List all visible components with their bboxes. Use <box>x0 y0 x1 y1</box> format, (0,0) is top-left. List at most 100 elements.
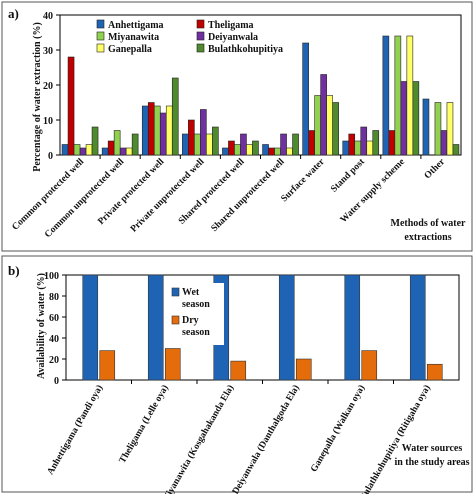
bar <box>125 147 133 156</box>
bar <box>440 130 448 156</box>
bar <box>91 126 99 156</box>
bar <box>278 274 295 381</box>
y-tick-label: 0 <box>48 151 53 162</box>
bar <box>422 98 430 156</box>
legend-label: Anhettigama <box>108 20 164 31</box>
bar <box>302 42 309 156</box>
panel-b-xlabel-line1: Water sources <box>402 443 463 454</box>
panel-b-frame <box>1 255 473 493</box>
bar <box>286 147 293 156</box>
bar <box>360 126 368 156</box>
category-label: Theligama (Lelle oya) <box>117 383 171 465</box>
category-label: Ganepalla (Walkan oya) <box>308 383 367 474</box>
legend: Anhettigama Theligama Miyanawita Deiyanwala… <box>92 17 300 57</box>
y-tick-label: 20 <box>43 81 53 92</box>
y-tick-label: 10 <box>43 116 53 127</box>
bar <box>388 130 396 156</box>
y-tick-label: 40 <box>43 11 53 22</box>
panel-a-frame <box>1 1 473 252</box>
panel-a-label: a) <box>8 6 19 21</box>
category-label: Bulathkohupitiya (Ritigaha oya) <box>358 383 433 494</box>
bar <box>452 144 460 156</box>
bar <box>113 130 121 156</box>
bar <box>119 147 127 156</box>
bar <box>141 105 149 156</box>
bar <box>228 140 235 156</box>
category-label: Surface water <box>280 157 328 205</box>
legend-label: Dry <box>182 315 199 326</box>
y-tick-label: 20 <box>49 355 59 366</box>
bar <box>361 350 378 381</box>
legend-swatch <box>196 19 205 29</box>
bar <box>354 140 362 156</box>
bar <box>326 95 333 156</box>
legend-label: season <box>182 299 210 310</box>
legend-box <box>92 17 300 57</box>
bar <box>147 102 155 156</box>
bar <box>222 147 229 156</box>
bar <box>240 133 247 156</box>
bar <box>182 133 189 156</box>
bar <box>159 112 167 156</box>
legend-swatch <box>196 31 205 41</box>
category-label: Other <box>423 157 448 182</box>
bar <box>412 81 420 156</box>
y-tick-label: 40 <box>49 334 59 345</box>
bar <box>409 274 426 381</box>
category-label: Common protected well <box>11 157 87 233</box>
bar <box>79 147 87 156</box>
panel-a-xlabel-line2: extractions <box>404 232 451 243</box>
bar <box>280 133 287 156</box>
legend-label: season <box>182 327 210 338</box>
category-label: Shared unprotected well <box>210 157 287 234</box>
category-label: Common unprotected well <box>43 157 126 240</box>
y-tick-label: 30 <box>43 46 53 57</box>
bar <box>394 35 402 156</box>
legend-swatch <box>96 43 105 53</box>
bar <box>348 133 356 156</box>
bar <box>434 102 442 156</box>
bar <box>372 130 380 156</box>
legend-label: Miyanawita <box>108 32 159 43</box>
category-label: Stand post <box>329 156 367 194</box>
bar <box>131 133 139 156</box>
bar <box>107 140 115 156</box>
bar <box>153 105 161 156</box>
bar <box>400 81 408 156</box>
bar <box>446 102 454 156</box>
legend-swatch <box>96 31 105 41</box>
category-label: Anhettigama (Pandi oya) <box>45 383 105 477</box>
panel-b-label: b) <box>8 263 20 278</box>
plot-area <box>65 274 460 381</box>
panel-b-xlabel-line2: in the study areas <box>394 457 469 468</box>
bar <box>406 35 414 156</box>
panel-b-ylabel: Availability of water (%) <box>36 273 47 379</box>
bar <box>194 133 201 156</box>
bar <box>274 147 281 156</box>
legend-label: Theligama <box>208 20 254 31</box>
bar <box>292 133 299 156</box>
bar <box>332 102 339 156</box>
bar <box>200 109 207 156</box>
category-label: Private unprotected well <box>129 157 207 235</box>
y-tick-label: 0 <box>54 376 59 387</box>
bar <box>67 56 75 156</box>
bar <box>344 274 361 381</box>
bar <box>234 144 241 156</box>
bar <box>99 350 116 381</box>
y-tick-label: 80 <box>49 292 59 303</box>
bar <box>165 105 173 156</box>
bar <box>246 144 253 156</box>
bar <box>262 144 269 156</box>
bar <box>212 126 219 156</box>
bar <box>82 274 99 381</box>
bar <box>342 140 350 156</box>
bar <box>171 77 179 156</box>
bar <box>308 130 315 156</box>
legend-label: Bulathkohupitiya <box>208 44 283 55</box>
legend-swatch <box>96 19 105 29</box>
legend-label: Deiyanwala <box>208 32 258 43</box>
